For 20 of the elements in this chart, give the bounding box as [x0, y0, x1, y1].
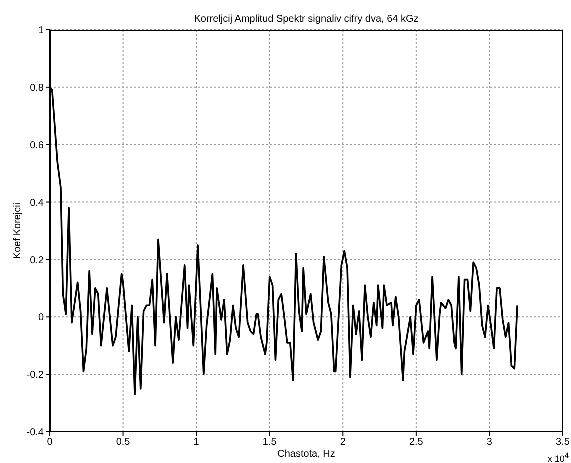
y-tick-label: 0.4: [30, 198, 44, 209]
x-tick-label: 2.5: [409, 437, 424, 448]
y-tick-label: 0.6: [30, 140, 44, 152]
x-tick-label: 3.5: [556, 437, 570, 448]
x-axis-title: Chastota, Hz: [278, 449, 336, 460]
y-tick-label: 0.2: [30, 255, 44, 266]
x-tick-label: 3: [486, 437, 493, 448]
y-axis-title: Koef Korejcii: [12, 202, 24, 260]
y-tick-label: 0.8: [30, 82, 44, 94]
chart-title: Korreljcij Amplitud Spektr signaliv cifry dva, 64 kGz: [193, 14, 420, 25]
x-tick-label: 1.5: [262, 437, 278, 448]
x-tick-label: 2: [340, 437, 346, 448]
x-tick-label: 0.5: [116, 437, 131, 448]
y-tick-label: 0: [38, 312, 44, 324]
y-tick-label: -0.4: [26, 428, 44, 439]
y-tick-label: -0.2: [26, 370, 44, 382]
x-tick-label: 1: [194, 437, 200, 448]
text: x 10$^{4}$: [548, 451, 569, 463]
x-tick-label: 0: [47, 437, 54, 448]
y-tick-label: 1: [38, 26, 44, 37]
